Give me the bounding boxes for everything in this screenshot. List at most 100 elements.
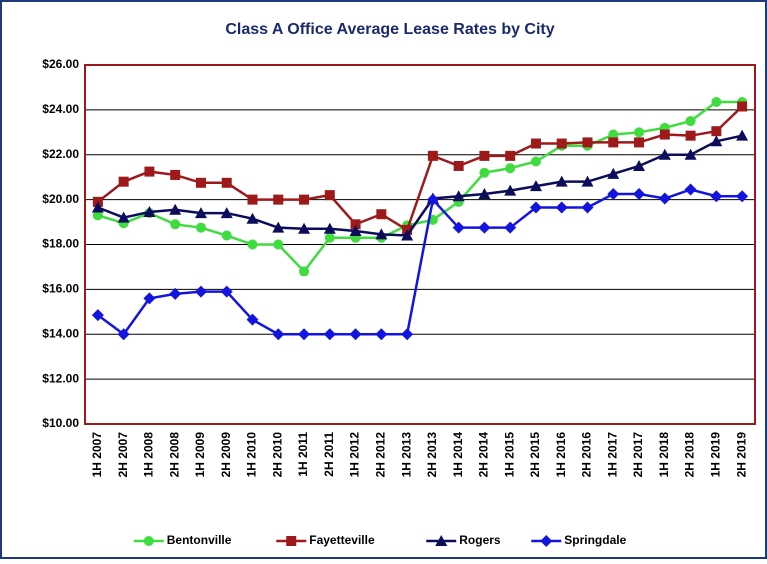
x-tick-label: 2H 2015 <box>528 432 542 478</box>
marker <box>220 207 233 219</box>
marker <box>401 328 414 341</box>
plot-border <box>84 64 756 425</box>
marker <box>684 148 697 160</box>
marker <box>504 221 517 234</box>
x-tick-label: 2H 2013 <box>425 432 439 478</box>
marker <box>529 180 542 192</box>
x-tick-label: 2H 2008 <box>167 432 181 478</box>
legend-label: Rogers <box>459 533 501 547</box>
x-tick-label: 1H 2012 <box>348 432 362 478</box>
y-tick-label: $24.00 <box>42 102 79 116</box>
x-tick-label: 1H 2010 <box>245 432 259 478</box>
marker <box>246 313 259 326</box>
marker <box>478 188 491 200</box>
y-tick-label: $14.00 <box>42 326 79 340</box>
marker <box>426 193 439 206</box>
x-tick-label: 1H 2015 <box>502 432 516 478</box>
x-tick-label: 1H 2014 <box>451 432 465 478</box>
marker <box>633 188 646 201</box>
marker <box>376 209 387 220</box>
marker <box>736 190 749 203</box>
x-tick-label: 1H 2011 <box>296 432 310 477</box>
marker <box>194 207 207 219</box>
marker <box>221 177 232 188</box>
marker <box>582 137 593 148</box>
legend-label: Bentonville <box>167 533 232 547</box>
marker <box>91 309 104 322</box>
marker <box>323 222 336 234</box>
x-tick-label: 2H 2017 <box>631 432 645 478</box>
x-tick-label: 2H 2011 <box>322 432 336 477</box>
legend-marker <box>435 535 448 546</box>
marker <box>581 175 594 187</box>
marker <box>685 116 696 127</box>
marker <box>91 201 104 213</box>
marker <box>92 210 103 221</box>
marker <box>608 129 619 140</box>
marker <box>530 138 541 149</box>
marker <box>298 222 311 234</box>
marker <box>273 239 284 250</box>
marker <box>324 232 335 243</box>
x-tick-label: 1H 2013 <box>399 432 413 478</box>
marker <box>221 230 232 241</box>
legend-item: Bentonville <box>133 533 232 547</box>
marker <box>170 169 181 180</box>
marker <box>530 156 541 167</box>
x-tick-label: 2H 2012 <box>374 432 388 478</box>
marker <box>401 229 414 241</box>
legend-marker <box>286 536 297 546</box>
marker <box>633 159 646 171</box>
marker <box>195 177 206 188</box>
x-tick-label: 1H 2017 <box>605 432 619 478</box>
marker <box>710 135 723 147</box>
marker <box>479 167 490 178</box>
marker <box>556 138 567 149</box>
marker <box>659 129 670 140</box>
marker <box>711 97 722 108</box>
x-tick-label: 2H 2019 <box>734 432 748 478</box>
chart-title: Class A Office Average Lease Rates by Ci… <box>225 21 554 38</box>
marker <box>299 194 310 205</box>
marker <box>658 148 671 160</box>
marker <box>453 160 464 171</box>
series-line <box>97 134 743 237</box>
marker <box>529 201 542 214</box>
marker <box>375 228 388 240</box>
marker <box>504 184 517 196</box>
marker <box>581 201 594 214</box>
marker <box>170 219 181 230</box>
x-tick-label: 1H 2009 <box>193 432 207 478</box>
marker <box>710 190 723 203</box>
marker <box>272 221 285 233</box>
legend-marker <box>540 535 553 547</box>
marker <box>452 221 465 234</box>
marker <box>634 137 645 148</box>
marker <box>427 150 438 161</box>
x-tick-label: 2H 2010 <box>270 432 284 478</box>
legend-marker <box>143 536 154 546</box>
marker <box>608 137 619 148</box>
marker <box>143 205 156 217</box>
marker <box>634 127 645 138</box>
marker <box>118 176 129 187</box>
marker <box>375 328 388 341</box>
legend-item: Springdale <box>531 533 627 547</box>
marker <box>478 221 491 234</box>
x-tick-label: 2H 2016 <box>580 432 594 478</box>
marker <box>737 101 748 112</box>
marker <box>658 192 671 205</box>
marker <box>117 328 130 341</box>
marker <box>505 163 516 174</box>
marker <box>246 212 259 224</box>
marker <box>350 219 361 230</box>
marker <box>479 150 490 161</box>
marker <box>711 126 722 137</box>
y-tick-label: $18.00 <box>42 237 79 251</box>
x-tick-label: 1H 2018 <box>657 432 671 478</box>
marker <box>324 190 335 201</box>
marker <box>169 287 182 300</box>
marker <box>555 175 568 187</box>
y-tick-label: $26.00 <box>42 57 79 71</box>
